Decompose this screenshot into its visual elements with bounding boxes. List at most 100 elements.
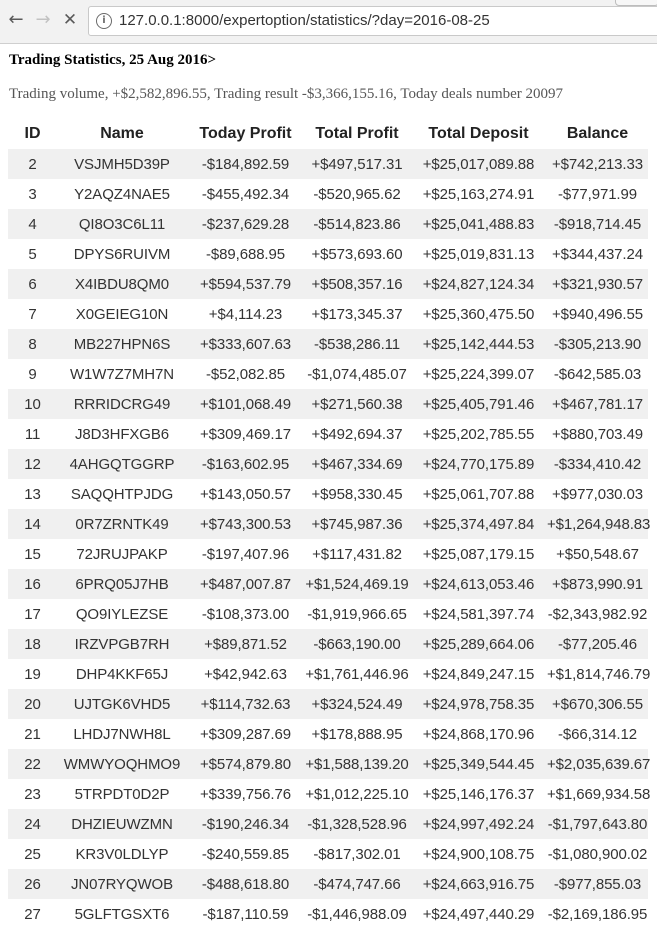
table-row: 6 X4IBDU8QM0 +$594,537.79 +$508,357.16 +$24,… bbox=[8, 269, 648, 299]
cell-today-profit: -$108,373.00 bbox=[187, 599, 304, 629]
cell-total-deposit: +$24,663,916.75 bbox=[410, 869, 547, 899]
cell-total-deposit: +$25,087,179.15 bbox=[410, 539, 547, 569]
table-row: 12 4AHGQTGGRP -$163,602.95 +$467,334.69 +$24… bbox=[8, 449, 648, 479]
table-row: 20 UJTGK6VHD5 +$114,732.63 +$324,524.49 +$24… bbox=[8, 689, 648, 719]
cell-name: 0R7ZRNTK49 bbox=[57, 509, 187, 539]
cell-id: 16 bbox=[8, 569, 57, 599]
cell-today-profit: -$240,559.85 bbox=[187, 839, 304, 869]
cell-balance: -$2,343,982.92 bbox=[547, 599, 648, 629]
cell-balance: +$467,781.17 bbox=[547, 389, 648, 419]
table-row: 23 5TRPDT0D2P +$339,756.76 +$1,012,225.10 +$… bbox=[8, 779, 650, 809]
cell-id: 23 bbox=[8, 779, 57, 809]
table-row: 9 W1W7Z7MH7N -$52,082.85 -$1,074,485.07 +$25… bbox=[8, 359, 648, 389]
cell-today-profit: +$143,050.57 bbox=[187, 479, 304, 509]
cell-balance: -$642,585.03 bbox=[547, 359, 648, 389]
site-info-icon[interactable]: i bbox=[96, 13, 112, 29]
table-row: 21 LHDJ7NWH8L +$309,287.69 +$178,888.95 +$24… bbox=[8, 719, 648, 749]
cell-name: SAQQHTPJDG bbox=[57, 479, 187, 509]
table-row: 24 DHZIEUWZMN -$190,246.34 -$1,328,528.96 +$… bbox=[8, 809, 648, 839]
cell-total-deposit: +$25,142,444.53 bbox=[410, 329, 547, 359]
cell-total-deposit: +$24,978,758.35 bbox=[410, 689, 547, 719]
cell-today-profit: -$187,110.59 bbox=[187, 899, 304, 929]
cell-balance: +$873,990.91 bbox=[547, 569, 648, 599]
cell-total-deposit: +$25,041,488.83 bbox=[410, 209, 547, 239]
cell-name: J8D3HFXGB6 bbox=[57, 419, 187, 449]
table-row: 14 0R7ZRNTK49 +$743,300.53 +$745,987.36 +$25… bbox=[8, 509, 650, 539]
table-row: 4 QI8O3C6L11 -$237,629.28 -$514,823.86 +$25,… bbox=[8, 209, 648, 239]
cell-balance: -$2,169,186.95 bbox=[547, 899, 648, 929]
cell-name: 6PRQ05J7HB bbox=[57, 569, 187, 599]
cell-today-profit: +$4,114.23 bbox=[187, 299, 304, 329]
cell-today-profit: +$89,871.52 bbox=[187, 629, 304, 659]
cell-total-profit: -$1,919,966.65 bbox=[304, 599, 410, 629]
cell-name: IRZVPGB7RH bbox=[57, 629, 187, 659]
cell-total-deposit: +$25,146,176.37 bbox=[410, 779, 547, 809]
cell-id: 8 bbox=[8, 329, 57, 359]
cell-id: 18 bbox=[8, 629, 57, 659]
cell-balance: +$344,437.24 bbox=[547, 239, 648, 269]
cell-total-deposit: +$24,849,247.15 bbox=[410, 659, 547, 689]
cell-total-profit: +$1,588,139.20 bbox=[304, 749, 410, 779]
table-row: 10 RRRIDCRG49 +$101,068.49 +$271,560.38 +$25… bbox=[8, 389, 648, 419]
address-bar[interactable]: i 127.0.0.1:8000/expertoption/statistics… bbox=[88, 6, 657, 36]
cell-today-profit: +$594,537.79 bbox=[187, 269, 304, 299]
cell-balance: +$321,930.57 bbox=[547, 269, 648, 299]
forward-arrow-icon[interactable]: → bbox=[35, 9, 51, 30]
cell-total-profit: -$1,446,988.09 bbox=[304, 899, 410, 929]
cell-id: 3 bbox=[8, 179, 57, 209]
back-arrow-icon[interactable]: ← bbox=[8, 9, 24, 30]
cell-today-profit: -$488,618.80 bbox=[187, 869, 304, 899]
cell-total-profit: +$492,694.37 bbox=[304, 419, 410, 449]
url-text[interactable]: 127.0.0.1:8000/expertoption/statistics/?… bbox=[119, 12, 490, 29]
tab-corner bbox=[615, 0, 657, 6]
cell-name: MB227HPN6S bbox=[57, 329, 187, 359]
cell-name: QO9IYLEZSE bbox=[57, 599, 187, 629]
cell-name: 4AHGQTGGRP bbox=[57, 449, 187, 479]
cell-id: 11 bbox=[8, 419, 57, 449]
column-header-id: ID bbox=[24, 125, 41, 142]
cell-balance: +$880,703.49 bbox=[547, 419, 648, 449]
cell-name: WMWYOQHMO9 bbox=[57, 749, 187, 779]
cell-name: X0GEIEG10N bbox=[57, 299, 187, 329]
cell-total-profit: -$474,747.66 bbox=[304, 869, 410, 899]
cell-total-deposit: +$25,374,497.84 bbox=[410, 509, 547, 539]
table-row: 15 72JRUJPAKP -$197,407.96 +$117,431.82 +$25… bbox=[8, 539, 648, 569]
table-row: 13 SAQQHTPJDG +$143,050.57 +$958,330.45 +$25… bbox=[8, 479, 648, 509]
cell-total-deposit: +$24,868,170.96 bbox=[410, 719, 547, 749]
cell-total-deposit: +$25,019,831.13 bbox=[410, 239, 547, 269]
cell-id: 13 bbox=[8, 479, 57, 509]
cell-name: 5GLFTGSXT6 bbox=[57, 899, 187, 929]
table-row: 22 WMWYOQHMO9 +$574,879.80 +$1,588,139.20 +$… bbox=[8, 749, 650, 779]
cell-total-deposit: +$25,405,791.46 bbox=[410, 389, 547, 419]
cell-total-profit: +$573,693.60 bbox=[304, 239, 410, 269]
column-header-name: Name bbox=[100, 125, 144, 142]
cell-total-deposit: +$25,061,707.88 bbox=[410, 479, 547, 509]
cell-name: W1W7Z7MH7N bbox=[57, 359, 187, 389]
cell-id: 2 bbox=[8, 149, 57, 179]
cell-total-profit: +$271,560.38 bbox=[304, 389, 410, 419]
cell-total-profit: +$497,517.31 bbox=[304, 149, 410, 179]
table-row: 17 QO9IYLEZSE -$108,373.00 -$1,919,966.65 +$… bbox=[8, 599, 648, 629]
cell-balance: -$305,213.90 bbox=[547, 329, 648, 359]
cell-today-profit: -$455,492.34 bbox=[187, 179, 304, 209]
cell-name: UJTGK6VHD5 bbox=[57, 689, 187, 719]
cell-id: 6 bbox=[8, 269, 57, 299]
cell-total-profit: -$1,328,528.96 bbox=[304, 809, 410, 839]
cell-today-profit: -$197,407.96 bbox=[187, 539, 304, 569]
cell-balance: -$1,080,900.02 bbox=[547, 839, 648, 869]
table-row: 5 DPYS6RUIVM -$89,688.95 +$573,693.60 +$25,0… bbox=[8, 239, 648, 269]
cell-balance: -$77,205.46 bbox=[547, 629, 648, 659]
cell-total-profit: +$178,888.95 bbox=[304, 719, 410, 749]
cell-total-deposit: +$25,360,475.50 bbox=[410, 299, 547, 329]
table-row: 7 X0GEIEG10N +$4,114.23 +$173,345.37 +$25,36… bbox=[8, 299, 648, 329]
cell-balance: -$334,410.42 bbox=[547, 449, 648, 479]
cell-total-deposit: +$25,289,664.06 bbox=[410, 629, 547, 659]
cell-balance: -$66,314.12 bbox=[547, 719, 648, 749]
cell-total-deposit: +$25,224,399.07 bbox=[410, 359, 547, 389]
cell-name: RRRIDCRG49 bbox=[57, 389, 187, 419]
cell-balance: -$77,971.99 bbox=[547, 179, 648, 209]
cell-name: 72JRUJPAKP bbox=[57, 539, 187, 569]
column-header-total-deposit: Total Deposit bbox=[428, 125, 529, 142]
stop-loading-icon[interactable]: ✕ bbox=[62, 10, 78, 30]
table-row: 26 JN07RYQWOB -$488,618.80 -$474,747.66 +$24… bbox=[8, 869, 648, 899]
